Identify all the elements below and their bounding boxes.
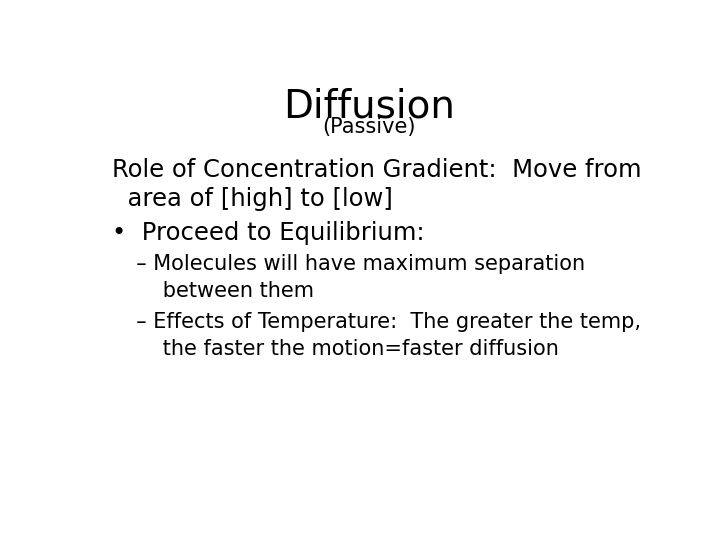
Text: area of [high] to [low]: area of [high] to [low]: [112, 187, 393, 212]
Text: Diffusion: Diffusion: [283, 87, 455, 126]
Text: the faster the motion=faster diffusion: the faster the motion=faster diffusion: [124, 339, 559, 359]
Text: Role of Concentration Gradient:  Move from: Role of Concentration Gradient: Move fro…: [112, 158, 642, 183]
Text: between them: between them: [124, 281, 315, 301]
Text: •  Proceed to Equilibrium:: • Proceed to Equilibrium:: [112, 221, 425, 245]
Text: – Molecules will have maximum separation: – Molecules will have maximum separation: [124, 254, 585, 274]
Text: – Effects of Temperature:  The greater the temp,: – Effects of Temperature: The greater th…: [124, 312, 642, 332]
Text: (Passive): (Passive): [323, 117, 415, 137]
